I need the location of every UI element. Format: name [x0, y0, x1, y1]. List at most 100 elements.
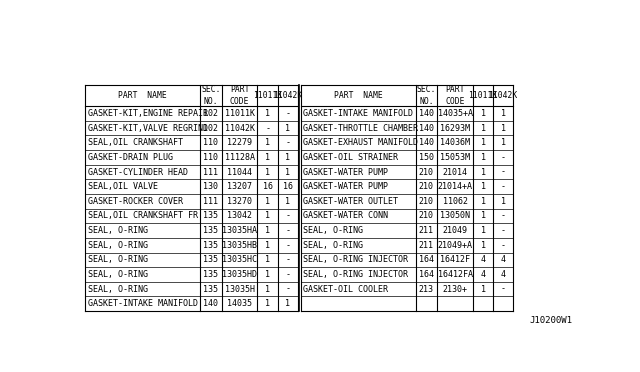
- Text: 210: 210: [419, 211, 434, 221]
- Text: 1: 1: [481, 285, 486, 294]
- Text: 102: 102: [204, 124, 218, 133]
- Text: 1: 1: [285, 197, 290, 206]
- Text: -: -: [500, 241, 506, 250]
- Text: 140: 140: [419, 109, 434, 118]
- Text: SEAL, O-RING: SEAL, O-RING: [88, 226, 148, 235]
- Text: 1: 1: [481, 197, 486, 206]
- Text: 14035+A: 14035+A: [438, 109, 472, 118]
- Text: 1: 1: [481, 153, 486, 162]
- Text: 4: 4: [500, 255, 506, 264]
- Text: 1: 1: [265, 167, 270, 177]
- Text: 1: 1: [265, 211, 270, 221]
- Text: -: -: [500, 167, 506, 177]
- Text: 11011K: 11011K: [468, 91, 498, 100]
- Text: 11042K: 11042K: [273, 91, 302, 100]
- Text: GASKET-DRAIN PLUG: GASKET-DRAIN PLUG: [88, 153, 173, 162]
- Text: 1: 1: [481, 138, 486, 147]
- Text: -: -: [285, 270, 290, 279]
- Text: -: -: [285, 285, 290, 294]
- Text: 21014+A: 21014+A: [438, 182, 472, 191]
- Text: 1: 1: [500, 124, 506, 133]
- Text: -: -: [500, 226, 506, 235]
- Text: 1: 1: [500, 109, 506, 118]
- Text: 13035HD: 13035HD: [222, 270, 257, 279]
- Text: 14035: 14035: [227, 299, 252, 308]
- Text: 210: 210: [419, 197, 434, 206]
- Text: 210: 210: [419, 182, 434, 191]
- Text: GASKET-WATER PUMP: GASKET-WATER PUMP: [303, 182, 388, 191]
- Text: 211: 211: [419, 241, 434, 250]
- Text: 1: 1: [481, 241, 486, 250]
- Text: 1: 1: [285, 167, 290, 177]
- Text: 14036M: 14036M: [440, 138, 470, 147]
- Text: 1: 1: [285, 299, 290, 308]
- Text: SEAL, O-RING: SEAL, O-RING: [88, 285, 148, 294]
- Text: 13207: 13207: [227, 182, 252, 191]
- Text: SEC.
NO.: SEC. NO.: [417, 86, 436, 106]
- Text: GASKET-INTAKE MANIFOLD: GASKET-INTAKE MANIFOLD: [303, 109, 413, 118]
- Text: 21014: 21014: [443, 167, 468, 177]
- Text: 164: 164: [419, 270, 434, 279]
- Text: 13270: 13270: [227, 197, 252, 206]
- Text: 16293M: 16293M: [440, 124, 470, 133]
- Text: 4: 4: [481, 255, 486, 264]
- Text: GASKET-OIL COOLER: GASKET-OIL COOLER: [303, 285, 388, 294]
- Text: -: -: [285, 226, 290, 235]
- Text: GASKET-THROTTLE CHAMBER: GASKET-THROTTLE CHAMBER: [303, 124, 418, 133]
- Text: -: -: [500, 285, 506, 294]
- Text: 11062: 11062: [443, 197, 468, 206]
- Text: 140: 140: [419, 138, 434, 147]
- Text: -: -: [265, 124, 270, 133]
- Text: 210: 210: [419, 167, 434, 177]
- Text: 211: 211: [419, 226, 434, 235]
- Text: -: -: [500, 182, 506, 191]
- Text: SEAL,OIL CRANKSHAFT FR: SEAL,OIL CRANKSHAFT FR: [88, 211, 198, 221]
- Text: 1: 1: [481, 211, 486, 221]
- Bar: [301, 85, 513, 311]
- Text: 1: 1: [285, 153, 290, 162]
- Text: 1: 1: [481, 109, 486, 118]
- Bar: [85, 85, 298, 311]
- Text: 13050N: 13050N: [440, 211, 470, 221]
- Text: PART
CODE: PART CODE: [445, 86, 465, 106]
- Text: SEAL, O-RING: SEAL, O-RING: [303, 226, 364, 235]
- Text: 21049: 21049: [443, 226, 468, 235]
- Text: 16412FA: 16412FA: [438, 270, 472, 279]
- Text: 140: 140: [419, 124, 434, 133]
- Text: 11044: 11044: [227, 167, 252, 177]
- Text: 1: 1: [265, 109, 270, 118]
- Text: 1: 1: [265, 226, 270, 235]
- Text: 1: 1: [481, 226, 486, 235]
- Text: 13035HC: 13035HC: [222, 255, 257, 264]
- Text: -: -: [285, 211, 290, 221]
- Text: SEAL,OIL CRANKSHAFT: SEAL,OIL CRANKSHAFT: [88, 138, 183, 147]
- Text: SEAL, O-RING INJECTOR: SEAL, O-RING INJECTOR: [303, 270, 408, 279]
- Text: 11011K: 11011K: [253, 91, 282, 100]
- Text: -: -: [285, 109, 290, 118]
- Text: 135: 135: [204, 270, 218, 279]
- Text: SEAL, O-RING: SEAL, O-RING: [88, 270, 148, 279]
- Text: GASKET-INTAKE MANIFOLD: GASKET-INTAKE MANIFOLD: [88, 299, 198, 308]
- Text: SEC.
NO.: SEC. NO.: [201, 86, 221, 106]
- Text: GASKET-WATER CONN: GASKET-WATER CONN: [303, 211, 388, 221]
- Text: 1: 1: [285, 124, 290, 133]
- Text: 1: 1: [265, 138, 270, 147]
- Text: GASKET-CYLINDER HEAD: GASKET-CYLINDER HEAD: [88, 167, 188, 177]
- Text: GASKET-WATER PUMP: GASKET-WATER PUMP: [303, 167, 388, 177]
- Text: -: -: [500, 211, 506, 221]
- Text: 110: 110: [204, 153, 218, 162]
- Text: 11042K: 11042K: [225, 124, 255, 133]
- Text: 135: 135: [204, 255, 218, 264]
- Text: 140: 140: [204, 299, 218, 308]
- Text: 1: 1: [265, 197, 270, 206]
- Text: -: -: [285, 138, 290, 147]
- Text: SEAL, O-RING INJECTOR: SEAL, O-RING INJECTOR: [303, 255, 408, 264]
- Text: 12279: 12279: [227, 138, 252, 147]
- Text: PART
CODE: PART CODE: [230, 86, 250, 106]
- Text: 1: 1: [500, 197, 506, 206]
- Text: 111: 111: [204, 197, 218, 206]
- Text: 4: 4: [500, 270, 506, 279]
- Text: 1: 1: [265, 285, 270, 294]
- Text: 1: 1: [481, 124, 486, 133]
- Text: -: -: [285, 241, 290, 250]
